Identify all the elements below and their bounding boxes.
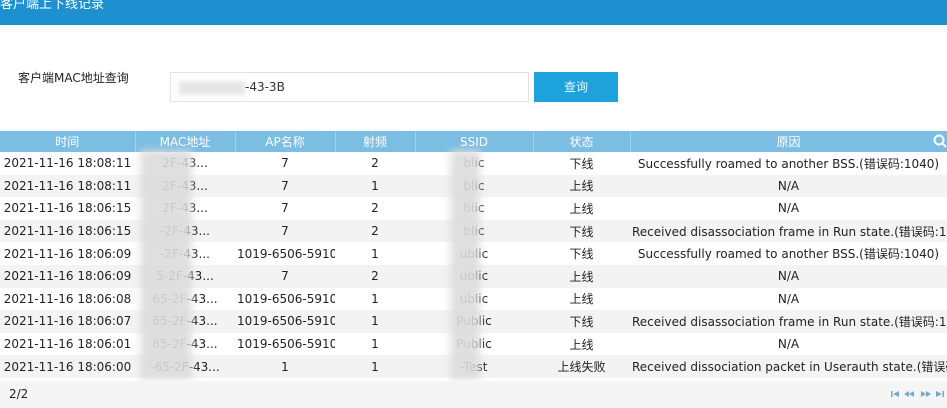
pager[interactable]	[890, 389, 945, 399]
cell: 上线	[569, 292, 594, 307]
cell: 上线	[533, 264, 630, 288]
cell: 7	[235, 174, 335, 198]
cell: Successfully roamed to another BSS.(错误码:…	[637, 156, 940, 171]
cell: N/A	[777, 201, 800, 216]
cell: 1019-6506-5910	[237, 291, 335, 306]
column-header: MAC地址	[135, 131, 236, 152]
title-bar: 客户端上下线记录	[0, 0, 947, 25]
cell: 2021-11-16 18:06:07	[0, 310, 135, 333]
cell: 2021-11-16 18:08:11	[3, 156, 132, 171]
cell: Received disassociation frame in Run sta…	[630, 219, 947, 243]
cell: 7	[235, 264, 335, 288]
cell: 7	[281, 201, 289, 216]
blur	[179, 81, 245, 95]
footer: 2/2	[0, 381, 947, 408]
cell: 上线失败	[533, 355, 630, 378]
cell: N/A	[777, 337, 800, 352]
search-value: -43-3B	[245, 80, 285, 94]
cell: 7	[235, 219, 335, 243]
search-button[interactable]: 查询	[534, 72, 618, 102]
cell: 1019-6506-5910	[237, 337, 335, 352]
cell: 下线	[533, 219, 630, 243]
cell: 2021-11-16 18:08:11	[0, 174, 135, 198]
cell: 2	[335, 219, 415, 243]
column-header: 状态	[533, 131, 631, 152]
cell: 1	[371, 337, 379, 352]
column-header: 时间	[0, 131, 136, 152]
table: 时间 MAC地址 AP名称 射频 SSID 状态 原因 2021-11-16 18:08:11…	[0, 131, 947, 378]
cell: 1	[335, 310, 415, 333]
cell: 1	[371, 291, 379, 306]
cell: 2	[371, 156, 379, 171]
cell: 7	[281, 156, 289, 171]
cell: Received disassociation frame in Run sta…	[630, 310, 947, 333]
cell: 1019-6506-5910	[237, 246, 335, 261]
cell: N/A	[630, 174, 947, 198]
cell: 1	[335, 355, 415, 378]
cell: 2	[335, 264, 415, 288]
cell: 2021-11-16 18:06:09	[0, 264, 135, 288]
cell: 上线	[533, 174, 630, 198]
cell: N/A	[777, 291, 800, 306]
title: 客户端上下线记录	[0, 0, 105, 12]
cell: 1	[371, 246, 379, 261]
cell: N/A	[630, 264, 947, 288]
blur	[140, 150, 192, 380]
cell: 2021-11-16 18:06:01	[3, 337, 132, 352]
cell: 2021-11-16 18:06:09	[3, 246, 132, 261]
blur	[450, 150, 480, 380]
cell: Received dissociation packet in Userauth…	[630, 355, 947, 378]
cell: Successfully roamed to another BSS.(错误码:…	[637, 247, 940, 262]
cell: 1	[235, 355, 335, 378]
search-icon[interactable]	[933, 134, 947, 148]
cell: 下线	[569, 247, 594, 262]
search-label: 客户端MAC地址查询	[18, 71, 129, 85]
cell: 1	[335, 174, 415, 198]
row: 2021-11-16 18:08:112F-43...72blic下线Succe…	[0, 152, 947, 175]
cell: 1019-6506-5910	[235, 310, 335, 333]
cell: 2	[371, 201, 379, 216]
page-indicator: 2/2	[9, 387, 29, 401]
cell: 下线	[533, 310, 630, 333]
cell: 上线	[569, 201, 594, 216]
cell: 2021-11-16 18:06:15	[0, 219, 135, 243]
search-input[interactable]: -43-3B	[170, 72, 529, 102]
column-header: SSID	[415, 131, 534, 152]
cell: 2021-11-16 18:06:00	[0, 355, 135, 378]
row: 2021-11-16 18:06:15-2F-43...72blic下线Rece…	[0, 219, 947, 243]
column-header: 射频	[335, 131, 416, 152]
column-header: AP名称	[235, 131, 336, 152]
cell: 下线	[569, 156, 594, 171]
cell: 上线	[569, 337, 594, 352]
column-header: 原因	[630, 131, 947, 152]
cell: 2021-11-16 18:06:08	[3, 291, 132, 306]
cell: 2021-11-16 18:06:15	[3, 201, 132, 216]
